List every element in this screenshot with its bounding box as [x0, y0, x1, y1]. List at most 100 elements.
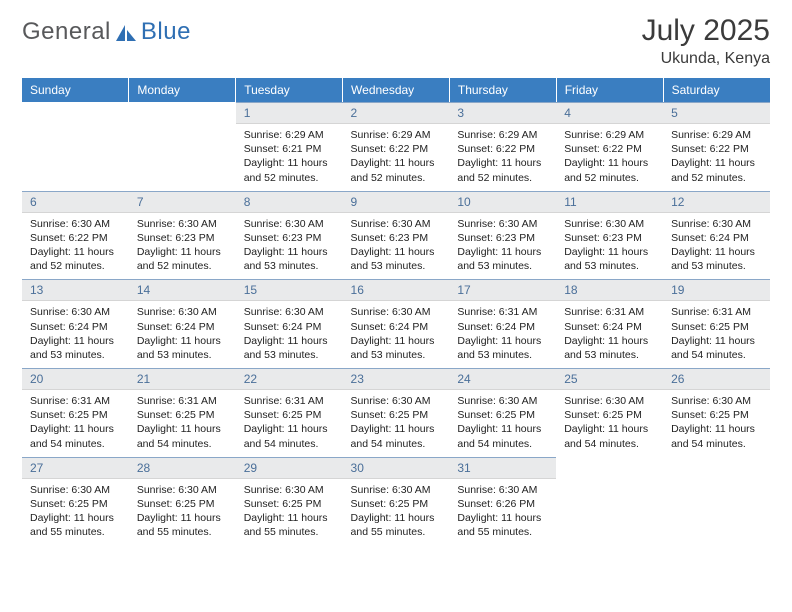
calendar-day-cell: 17Sunrise: 6:31 AMSunset: 6:24 PMDayligh… [449, 279, 556, 368]
day-details: Sunrise: 6:30 AMSunset: 6:24 PMDaylight:… [129, 301, 236, 368]
day-number: 11 [556, 191, 663, 213]
calendar-day-cell: 5Sunrise: 6:29 AMSunset: 6:22 PMDaylight… [663, 102, 770, 191]
day-number: 24 [449, 368, 556, 390]
calendar-day-cell: 24Sunrise: 6:30 AMSunset: 6:25 PMDayligh… [449, 368, 556, 457]
page-header: General Blue July 2025 Ukunda, Kenya [22, 14, 770, 68]
day-number: 15 [236, 279, 343, 301]
day-number: 8 [236, 191, 343, 213]
day-details: Sunrise: 6:30 AMSunset: 6:26 PMDaylight:… [449, 479, 556, 546]
weekday-header: Friday [556, 78, 663, 102]
calendar-day-cell: 3Sunrise: 6:29 AMSunset: 6:22 PMDaylight… [449, 102, 556, 191]
calendar-day-cell: 6Sunrise: 6:30 AMSunset: 6:22 PMDaylight… [22, 191, 129, 280]
day-details: Sunrise: 6:30 AMSunset: 6:24 PMDaylight:… [22, 301, 129, 368]
day-details: Sunrise: 6:30 AMSunset: 6:24 PMDaylight:… [343, 301, 450, 368]
day-number: 6 [22, 191, 129, 213]
calendar-day-cell: 30Sunrise: 6:30 AMSunset: 6:25 PMDayligh… [343, 457, 450, 546]
day-number: 4 [556, 102, 663, 124]
day-details: Sunrise: 6:30 AMSunset: 6:23 PMDaylight:… [343, 213, 450, 280]
weekday-header: Monday [129, 78, 236, 102]
day-number: 21 [129, 368, 236, 390]
calendar-day-cell: 13Sunrise: 6:30 AMSunset: 6:24 PMDayligh… [22, 279, 129, 368]
calendar-empty-cell [22, 102, 129, 191]
calendar-week-row: 20Sunrise: 6:31 AMSunset: 6:25 PMDayligh… [22, 368, 770, 457]
location-subtitle: Ukunda, Kenya [642, 50, 770, 68]
day-number: 17 [449, 279, 556, 301]
calendar-day-cell: 26Sunrise: 6:30 AMSunset: 6:25 PMDayligh… [663, 368, 770, 457]
calendar-day-cell: 28Sunrise: 6:30 AMSunset: 6:25 PMDayligh… [129, 457, 236, 546]
day-number: 26 [663, 368, 770, 390]
weekday-header: Tuesday [236, 78, 343, 102]
calendar-day-cell: 16Sunrise: 6:30 AMSunset: 6:24 PMDayligh… [343, 279, 450, 368]
day-details: Sunrise: 6:31 AMSunset: 6:25 PMDaylight:… [663, 301, 770, 368]
day-number: 19 [663, 279, 770, 301]
day-details: Sunrise: 6:30 AMSunset: 6:25 PMDaylight:… [449, 390, 556, 457]
day-number: 31 [449, 457, 556, 479]
calendar-day-cell: 4Sunrise: 6:29 AMSunset: 6:22 PMDaylight… [556, 102, 663, 191]
title-block: July 2025 Ukunda, Kenya [642, 14, 770, 68]
day-number: 20 [22, 368, 129, 390]
calendar-day-cell: 20Sunrise: 6:31 AMSunset: 6:25 PMDayligh… [22, 368, 129, 457]
calendar-empty-cell [663, 457, 770, 546]
day-details: Sunrise: 6:30 AMSunset: 6:25 PMDaylight:… [129, 479, 236, 546]
day-number: 2 [343, 102, 450, 124]
day-number: 9 [343, 191, 450, 213]
day-number: 28 [129, 457, 236, 479]
calendar-day-cell: 29Sunrise: 6:30 AMSunset: 6:25 PMDayligh… [236, 457, 343, 546]
day-details: Sunrise: 6:30 AMSunset: 6:24 PMDaylight:… [236, 301, 343, 368]
day-details: Sunrise: 6:30 AMSunset: 6:22 PMDaylight:… [22, 213, 129, 280]
calendar-day-cell: 31Sunrise: 6:30 AMSunset: 6:26 PMDayligh… [449, 457, 556, 546]
calendar-day-cell: 10Sunrise: 6:30 AMSunset: 6:23 PMDayligh… [449, 191, 556, 280]
day-number: 7 [129, 191, 236, 213]
day-details: Sunrise: 6:29 AMSunset: 6:22 PMDaylight:… [449, 124, 556, 191]
day-details: Sunrise: 6:31 AMSunset: 6:24 PMDaylight:… [449, 301, 556, 368]
weekday-header: Saturday [663, 78, 770, 102]
day-details: Sunrise: 6:30 AMSunset: 6:23 PMDaylight:… [449, 213, 556, 280]
day-details: Sunrise: 6:31 AMSunset: 6:24 PMDaylight:… [556, 301, 663, 368]
day-details: Sunrise: 6:31 AMSunset: 6:25 PMDaylight:… [236, 390, 343, 457]
day-number: 10 [449, 191, 556, 213]
day-details: Sunrise: 6:30 AMSunset: 6:25 PMDaylight:… [236, 479, 343, 546]
month-title: July 2025 [642, 14, 770, 48]
day-details: Sunrise: 6:30 AMSunset: 6:23 PMDaylight:… [129, 213, 236, 280]
day-number: 22 [236, 368, 343, 390]
weekday-header: Thursday [449, 78, 556, 102]
day-details: Sunrise: 6:30 AMSunset: 6:23 PMDaylight:… [556, 213, 663, 280]
day-number: 12 [663, 191, 770, 213]
calendar-day-cell: 23Sunrise: 6:30 AMSunset: 6:25 PMDayligh… [343, 368, 450, 457]
day-number: 13 [22, 279, 129, 301]
day-number: 1 [236, 102, 343, 124]
calendar-day-cell: 8Sunrise: 6:30 AMSunset: 6:23 PMDaylight… [236, 191, 343, 280]
brand-logo: General Blue [22, 18, 191, 46]
day-number: 29 [236, 457, 343, 479]
day-details: Sunrise: 6:30 AMSunset: 6:25 PMDaylight:… [22, 479, 129, 546]
calendar-head: SundayMondayTuesdayWednesdayThursdayFrid… [22, 78, 770, 102]
calendar-day-cell: 14Sunrise: 6:30 AMSunset: 6:24 PMDayligh… [129, 279, 236, 368]
logo-sail-icon [115, 21, 137, 43]
day-number: 27 [22, 457, 129, 479]
logo-text-gray: General [22, 18, 111, 46]
calendar-empty-cell [556, 457, 663, 546]
weekday-header: Wednesday [343, 78, 450, 102]
weekday-header: Sunday [22, 78, 129, 102]
day-details: Sunrise: 6:30 AMSunset: 6:25 PMDaylight:… [343, 390, 450, 457]
calendar-day-cell: 11Sunrise: 6:30 AMSunset: 6:23 PMDayligh… [556, 191, 663, 280]
day-details: Sunrise: 6:31 AMSunset: 6:25 PMDaylight:… [129, 390, 236, 457]
day-number: 5 [663, 102, 770, 124]
day-number: 18 [556, 279, 663, 301]
calendar-week-row: 27Sunrise: 6:30 AMSunset: 6:25 PMDayligh… [22, 457, 770, 546]
calendar-day-cell: 22Sunrise: 6:31 AMSunset: 6:25 PMDayligh… [236, 368, 343, 457]
calendar-day-cell: 19Sunrise: 6:31 AMSunset: 6:25 PMDayligh… [663, 279, 770, 368]
calendar-week-row: 1Sunrise: 6:29 AMSunset: 6:21 PMDaylight… [22, 102, 770, 191]
day-details: Sunrise: 6:29 AMSunset: 6:22 PMDaylight:… [663, 124, 770, 191]
calendar-day-cell: 7Sunrise: 6:30 AMSunset: 6:23 PMDaylight… [129, 191, 236, 280]
calendar-table: SundayMondayTuesdayWednesdayThursdayFrid… [22, 78, 770, 545]
calendar-day-cell: 12Sunrise: 6:30 AMSunset: 6:24 PMDayligh… [663, 191, 770, 280]
calendar-day-cell: 27Sunrise: 6:30 AMSunset: 6:25 PMDayligh… [22, 457, 129, 546]
day-number: 14 [129, 279, 236, 301]
calendar-day-cell: 2Sunrise: 6:29 AMSunset: 6:22 PMDaylight… [343, 102, 450, 191]
day-number: 3 [449, 102, 556, 124]
day-number: 25 [556, 368, 663, 390]
calendar-day-cell: 18Sunrise: 6:31 AMSunset: 6:24 PMDayligh… [556, 279, 663, 368]
day-number: 30 [343, 457, 450, 479]
calendar-day-cell: 1Sunrise: 6:29 AMSunset: 6:21 PMDaylight… [236, 102, 343, 191]
